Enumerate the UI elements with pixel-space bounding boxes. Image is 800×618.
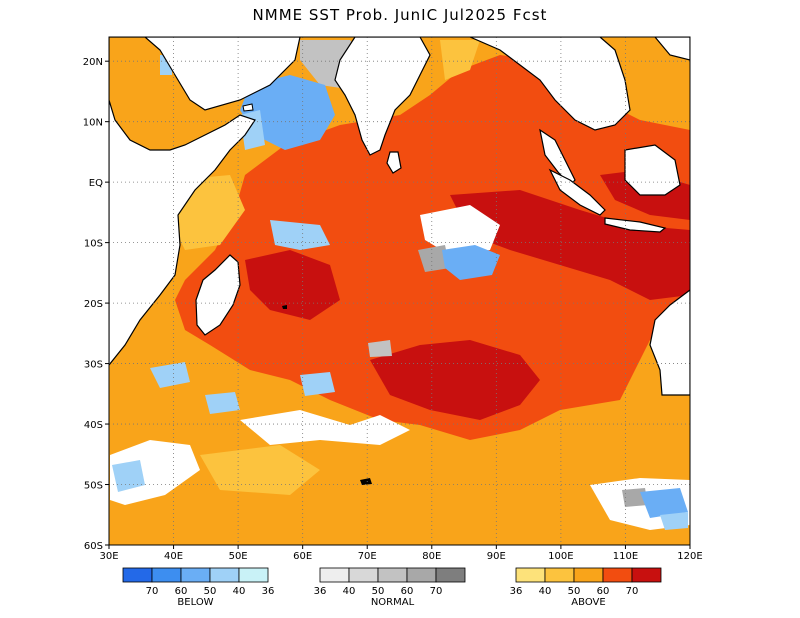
legend-swatch bbox=[180, 567, 211, 583]
legend-swatch bbox=[435, 567, 466, 583]
lat-tick-label: 20N bbox=[83, 57, 103, 68]
legend-swatch bbox=[238, 567, 269, 583]
lon-tick-label: 40E bbox=[164, 551, 183, 562]
region-below-arabian-50 bbox=[240, 75, 335, 150]
legend-tick-label: 40 bbox=[343, 586, 356, 597]
legend-swatch bbox=[151, 567, 182, 583]
region-above-70-east bbox=[450, 190, 690, 300]
lon-tick-label: 100E bbox=[548, 551, 573, 562]
region-white-south-mid bbox=[240, 410, 410, 445]
legend-normal: 36 40 50 60 70 NORMAL bbox=[314, 567, 466, 608]
legend-swatch bbox=[544, 567, 575, 583]
legend-tick-label: 40 bbox=[233, 586, 246, 597]
legend-title: BELOW bbox=[177, 597, 213, 608]
lon-tick-label: 50E bbox=[229, 551, 248, 562]
lon-tick-label: 120E bbox=[677, 551, 702, 562]
legend-above: 36 40 50 60 70 ABOVE bbox=[510, 567, 662, 608]
legend-tick-label: 50 bbox=[372, 586, 385, 597]
lat-tick-label: EQ bbox=[89, 178, 103, 189]
legend-swatch bbox=[319, 567, 350, 583]
legend-tick-label: 70 bbox=[430, 586, 443, 597]
region-normal-south bbox=[368, 340, 392, 357]
lon-tick-label: 60E bbox=[293, 551, 312, 562]
legend-swatch bbox=[573, 567, 604, 583]
land-sri-lanka bbox=[386, 151, 402, 174]
land-southeast-asia bbox=[469, 37, 631, 131]
region-normal-central bbox=[418, 245, 450, 272]
region-white-central bbox=[420, 205, 500, 255]
legend-swatch bbox=[209, 567, 240, 583]
lon-tick-label: 30E bbox=[99, 551, 118, 562]
lon-tick-label: 70E bbox=[358, 551, 377, 562]
legend-below: 70 60 50 40 36 BELOW bbox=[122, 567, 275, 608]
legend-title: NORMAL bbox=[371, 597, 415, 608]
legend-tick-label: 60 bbox=[401, 586, 414, 597]
land-india bbox=[334, 37, 431, 156]
legend-tick-label: 60 bbox=[597, 586, 610, 597]
region-above-70-madagascar bbox=[245, 250, 340, 320]
region-below-southeast bbox=[640, 488, 688, 518]
legend-swatch bbox=[348, 567, 379, 583]
lat-tick-label: 30S bbox=[84, 360, 103, 371]
map-title: NMME SST Prob. JunIC Jul2025 Fcst bbox=[252, 6, 548, 24]
legend-title: ABOVE bbox=[571, 597, 605, 608]
land-madagascar bbox=[195, 254, 241, 336]
legend-tick-label: 36 bbox=[262, 586, 275, 597]
region-above-40-north bbox=[440, 40, 480, 80]
region-white-south-west bbox=[110, 440, 200, 505]
land-socotra bbox=[242, 103, 254, 112]
legend-tick-label: 70 bbox=[626, 586, 639, 597]
latitude-axis: 20N 10N EQ 10S 20S 30S 40S 50S 60S bbox=[83, 57, 109, 552]
lat-tick-label: 60S bbox=[84, 541, 103, 552]
lat-tick-label: 50S bbox=[84, 481, 103, 492]
land-borneo bbox=[624, 144, 681, 196]
legend-tick-label: 36 bbox=[314, 586, 327, 597]
map-field bbox=[109, 37, 690, 545]
legend-swatch bbox=[602, 567, 633, 583]
legend-tick-label: 70 bbox=[146, 586, 159, 597]
lon-tick-label: 90E bbox=[487, 551, 506, 562]
land-northeast bbox=[654, 37, 690, 61]
region-above-70-south bbox=[370, 340, 540, 420]
region-below-central bbox=[442, 245, 500, 280]
land-australia bbox=[649, 289, 690, 396]
lat-tick-label: 10N bbox=[83, 118, 103, 129]
map-gridlines bbox=[109, 37, 690, 545]
region-below-south-2 bbox=[205, 392, 240, 414]
region-below-south-3 bbox=[300, 372, 335, 396]
lon-tick-label: 110E bbox=[613, 551, 638, 562]
legend-swatch bbox=[122, 567, 153, 583]
land-mauritius bbox=[282, 305, 287, 309]
lat-tick-label: 20S bbox=[84, 299, 103, 310]
land-kerguelen bbox=[360, 478, 372, 485]
longitude-axis: 30E 40E 50E 60E 70E 80E 90E 100E 110E 120E bbox=[99, 545, 703, 562]
region-below-south-1 bbox=[150, 362, 190, 388]
legend-swatch bbox=[377, 567, 408, 583]
region-below-southwest bbox=[112, 460, 145, 492]
legend-tick-label: 50 bbox=[568, 586, 581, 597]
legend-tick-label: 50 bbox=[204, 586, 217, 597]
map-frame bbox=[108, 36, 691, 546]
lat-tick-label: 40S bbox=[84, 420, 103, 431]
legend-tick-label: 40 bbox=[539, 586, 552, 597]
legend-swatch bbox=[631, 567, 662, 583]
legend-swatch bbox=[406, 567, 437, 583]
lon-tick-label: 80E bbox=[422, 551, 441, 562]
legend-tick-label: 60 bbox=[175, 586, 188, 597]
land-java bbox=[604, 217, 667, 233]
legend-swatch bbox=[515, 567, 546, 583]
region-below-southeast-light bbox=[660, 512, 688, 530]
legend-tick-label: 36 bbox=[510, 586, 523, 597]
region-above-40-south bbox=[200, 445, 320, 495]
lat-tick-label: 10S bbox=[84, 239, 103, 250]
